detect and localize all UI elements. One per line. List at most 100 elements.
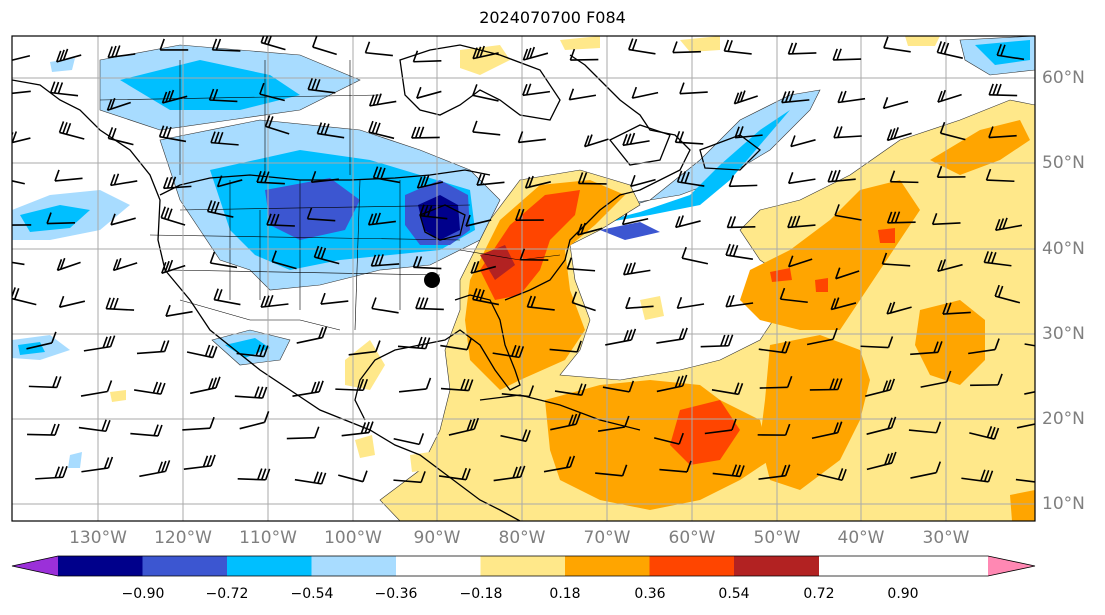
wind-barb [787,42,817,55]
wind-barb [12,54,31,61]
colorbar-tick: 0.90 [887,586,919,602]
wind-barb [370,254,400,267]
wind-barb [236,344,269,358]
wind-barb [415,297,444,311]
wind-barb [758,464,791,480]
wind-barb [630,174,656,188]
coastlines [12,44,761,521]
wind-barb [679,82,708,95]
wind-barb [107,127,134,146]
wind-barb [440,338,472,351]
map-frame [11,35,1036,522]
wind-barb [397,336,431,350]
map-title: 2024070700 F084 [479,8,626,27]
colorbar-tick: −0.18 [459,586,503,602]
lon-label: 90°W [413,528,461,548]
wind-barb [628,38,656,55]
wind-barb [936,41,963,59]
wind-barb [183,454,216,471]
wind-barb [105,297,135,311]
lon-label: 50°W [753,528,801,548]
wind-barb [733,90,758,105]
political-borders [99,60,561,331]
wind-barb [316,122,345,139]
wind-barb [549,340,582,353]
wind-barb [988,126,1017,139]
wind-barb [296,326,328,344]
wind-barb [58,295,86,308]
wind-barb [210,131,239,146]
wind-barb [368,120,395,140]
wind-barb [393,471,426,484]
wind-barb [83,335,116,352]
wind-barb [653,432,684,445]
wind-barb [889,170,919,184]
wind-barb [866,451,897,471]
wind-barb [526,295,555,311]
lon-label: 40°W [837,528,885,548]
wind-barb [910,341,943,356]
wind-barb [726,216,756,229]
wind-barb [110,213,136,226]
wind-barb [568,88,597,101]
wind-barb [602,380,635,393]
wind-barb [712,464,745,478]
lat-label: 20°N [1042,409,1085,429]
wind-barb [659,460,692,473]
wind-barb [833,126,862,139]
wind-barb [994,217,1023,232]
wind-barb [12,287,37,306]
wind-barb [515,208,544,221]
wind-barb [260,36,286,51]
wind-barb [56,257,81,272]
wind-barb [160,206,186,226]
wind-barb [393,433,425,446]
wind-barb [830,297,857,311]
wind-barb [569,48,599,61]
wind-barb [937,89,962,103]
wind-barb [320,292,349,305]
wind-barb [182,416,215,431]
wind-barb [1024,390,1035,395]
wind-barb [136,340,170,355]
colorbar-tick: 0.72 [803,586,835,602]
wind-barb [725,243,753,260]
wind-barb [816,468,847,482]
wind-barb [472,120,501,136]
lon-label: 30°W [922,528,970,548]
wind-barb [937,259,963,273]
wind-barb [501,385,535,398]
wind-barb [412,50,442,63]
wind-barb [711,382,744,396]
wind-barb [881,252,911,267]
wind-barb [165,304,193,317]
wind-barb [700,334,734,348]
wind-barb [970,373,1003,387]
wind-barb [239,411,270,430]
wind-barb [410,126,440,139]
wind-barb [910,461,942,479]
wind-barb [969,426,1000,440]
wind-barb [271,250,297,270]
wind-barb [936,165,966,178]
wind-barb [470,260,497,274]
lat-label: 30°N [1042,324,1085,344]
wind-barb [832,48,862,61]
wind-barb [371,297,399,314]
wind-barb [12,90,31,95]
wind-barb [307,78,336,94]
wind-barb [576,222,603,236]
wind-barb [625,297,654,310]
wind-barbs [12,36,1035,485]
wind-barb [554,383,587,396]
wind-barb [882,97,909,110]
lon-label: 110°W [239,528,297,548]
wind-barb [622,132,650,147]
wind-barb [492,344,525,359]
colorbar-tick: −0.36 [374,586,418,602]
wind-barb [500,429,531,443]
wind-barb [577,172,607,185]
wind-barb [725,294,754,308]
colorbar-tick: −0.72 [205,586,249,602]
wind-barb [313,245,340,265]
